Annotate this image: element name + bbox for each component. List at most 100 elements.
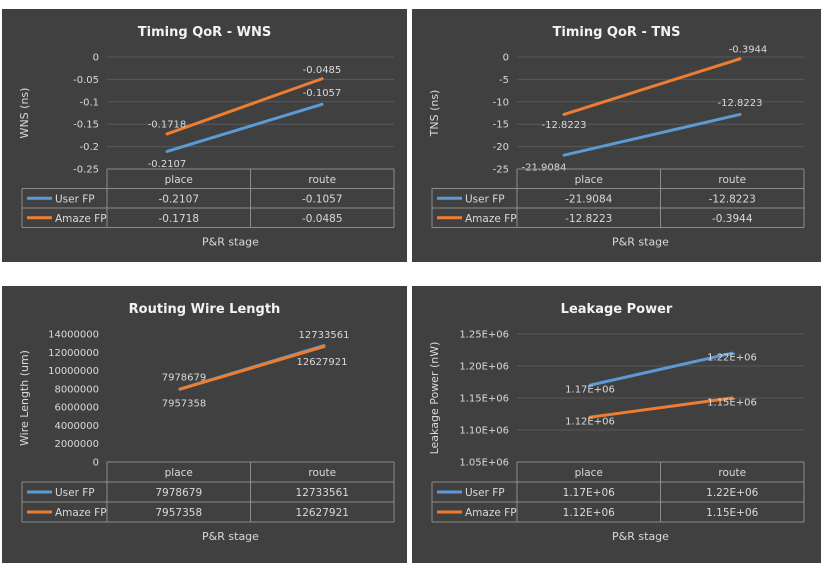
legend-entry: Amaze FP — [55, 213, 107, 225]
y-tick-label: -25 — [493, 165, 509, 176]
legend-entry: User FP — [465, 487, 505, 499]
data-label: 12627921 — [297, 357, 348, 368]
y-tick-label: -0.2 — [79, 142, 99, 153]
y-tick-label: 1.15E+06 — [459, 394, 509, 405]
chart-panel-tns: Timing QoR - TNS 0 -5 -10 -15 -20 -25 TNS (ns) -… — [412, 9, 821, 262]
y-tick-label: 1.10E+06 — [459, 426, 509, 437]
y-tick-label: 6000000 — [54, 403, 99, 414]
x-axis-label: P&R stage — [202, 236, 259, 249]
y-tick-label: -10 — [493, 97, 509, 108]
y-tick-label: 10000000 — [48, 366, 99, 377]
y-tick-label: -5 — [499, 75, 509, 86]
y-tick-label: 14000000 — [48, 330, 99, 341]
legend-entry: User FP — [55, 487, 95, 499]
y-tick-label: 1.25E+06 — [459, 330, 509, 341]
x-category-label: route — [718, 174, 746, 186]
data-label: -0.1718 — [148, 119, 187, 130]
series-line-user-fp — [165, 102, 324, 153]
table-cell: 12627921 — [296, 507, 349, 519]
data-label: 7978679 — [162, 373, 207, 384]
data-label: -0.3944 — [729, 44, 768, 55]
table-cell: -0.0485 — [302, 213, 343, 225]
x-axis-label: P&R stage — [612, 236, 669, 249]
table-cell: -0.1718 — [158, 213, 199, 225]
y-tick-label: 12000000 — [48, 348, 99, 359]
chart-title: Timing QoR - TNS — [553, 25, 681, 40]
series-line-amaze-fp — [562, 57, 742, 116]
x-category-label: place — [575, 467, 603, 479]
y-tick-label: 4000000 — [54, 421, 99, 432]
y-tick-label: 1.20E+06 — [459, 362, 509, 373]
data-label: -12.8223 — [542, 120, 587, 131]
y-tick-label: -0.15 — [73, 120, 99, 131]
y-tick-label: 2000000 — [54, 439, 99, 450]
data-label: -21.9084 — [522, 163, 567, 174]
table-cell: 1.17E+06 — [563, 487, 615, 499]
legend-entry: Amaze FP — [465, 213, 517, 225]
data-label: 1.22E+06 — [707, 353, 757, 364]
data-label: 7957358 — [162, 399, 207, 410]
x-category-label: place — [575, 174, 603, 186]
data-label: -0.0485 — [303, 65, 342, 76]
legend-entry: User FP — [55, 193, 95, 205]
data-label: 1.15E+06 — [707, 398, 757, 409]
data-label: -12.8223 — [718, 98, 763, 109]
y-tick-label: -20 — [493, 142, 509, 153]
chart-title: Timing QoR - WNS — [138, 25, 271, 40]
x-axis-label: P&R stage — [612, 530, 669, 543]
y-tick-label: -0.1 — [79, 97, 99, 108]
chart-title: Routing Wire Length — [129, 302, 281, 317]
y-tick-label: 1.05E+06 — [459, 458, 509, 469]
data-label: 12733561 — [299, 330, 350, 341]
table-cell: -21.9084 — [565, 193, 613, 205]
series-line-user-fp — [588, 351, 734, 387]
series-line-user-fp — [562, 112, 742, 157]
data-label: -0.2107 — [148, 159, 187, 170]
chart-panel-wns: Timing QoR - WNS 0 -0.05 -0.1 -0.15 -0.2 -0.25… — [2, 9, 407, 262]
series-line-amaze-fp — [165, 77, 324, 136]
table-cell: 7957358 — [155, 507, 202, 519]
chart-leakage-power: Leakage Power 1.25E+06 1.20E+06 1.15E+06 1.1… — [428, 302, 805, 543]
table-cell: 7978679 — [155, 487, 202, 499]
x-category-label: route — [308, 467, 336, 479]
y-tick-label: -15 — [493, 120, 509, 131]
y-tick-label: 0 — [93, 458, 99, 469]
y-axis-label: Leakage Power (nW) — [428, 342, 441, 455]
table-cell: -0.3944 — [712, 213, 753, 225]
series-line-amaze-fp — [588, 396, 734, 419]
y-tick-label: -0.25 — [73, 165, 99, 176]
chart-title: Leakage Power — [561, 302, 673, 317]
chart-panel-wire-length: Routing Wire Length 14000000 12000000 10000… — [2, 286, 407, 563]
chart-panel-leakage-power: Leakage Power 1.25E+06 1.20E+06 1.15E+06 1.1… — [412, 286, 821, 563]
table-cell: -0.1057 — [302, 193, 343, 205]
legend-entry: Amaze FP — [465, 507, 517, 519]
series-line-amaze-fp — [178, 345, 326, 391]
x-axis-label: P&R stage — [202, 530, 259, 543]
x-category-label: place — [165, 467, 193, 479]
table-cell: -12.8223 — [709, 193, 756, 205]
y-tick-label: -0.05 — [73, 75, 99, 86]
y-tick-label: 0 — [503, 53, 509, 64]
y-axis-label: TNS (ns) — [428, 90, 441, 138]
chart-wire-length: Routing Wire Length 14000000 12000000 10000… — [18, 302, 395, 543]
data-label: 1.17E+06 — [565, 385, 615, 396]
table-cell: 12733561 — [296, 487, 349, 499]
legend-entry: User FP — [465, 193, 505, 205]
x-category-label: route — [718, 467, 746, 479]
table-cell: -0.2107 — [158, 193, 199, 205]
legend-entry: Amaze FP — [55, 507, 107, 519]
table-cell: 1.15E+06 — [706, 507, 758, 519]
chart-wns: Timing QoR - WNS 0 -0.05 -0.1 -0.15 -0.2 -0.25… — [18, 25, 395, 249]
y-axis-label: Wire Length (um) — [18, 350, 31, 446]
y-tick-label: 0 — [93, 53, 99, 64]
table-cell: -12.8223 — [565, 213, 612, 225]
y-tick-label: 8000000 — [54, 384, 99, 395]
table-cell: 1.12E+06 — [563, 507, 615, 519]
data-label: -0.1057 — [303, 88, 342, 99]
chart-tns: Timing QoR - TNS 0 -5 -10 -15 -20 -25 TNS (ns) -… — [428, 25, 805, 249]
table-cell: 1.22E+06 — [706, 487, 758, 499]
y-axis-label: WNS (ns) — [18, 88, 31, 139]
data-label: 1.12E+06 — [565, 417, 615, 428]
x-category-label: route — [308, 174, 336, 186]
x-category-label: place — [165, 174, 193, 186]
